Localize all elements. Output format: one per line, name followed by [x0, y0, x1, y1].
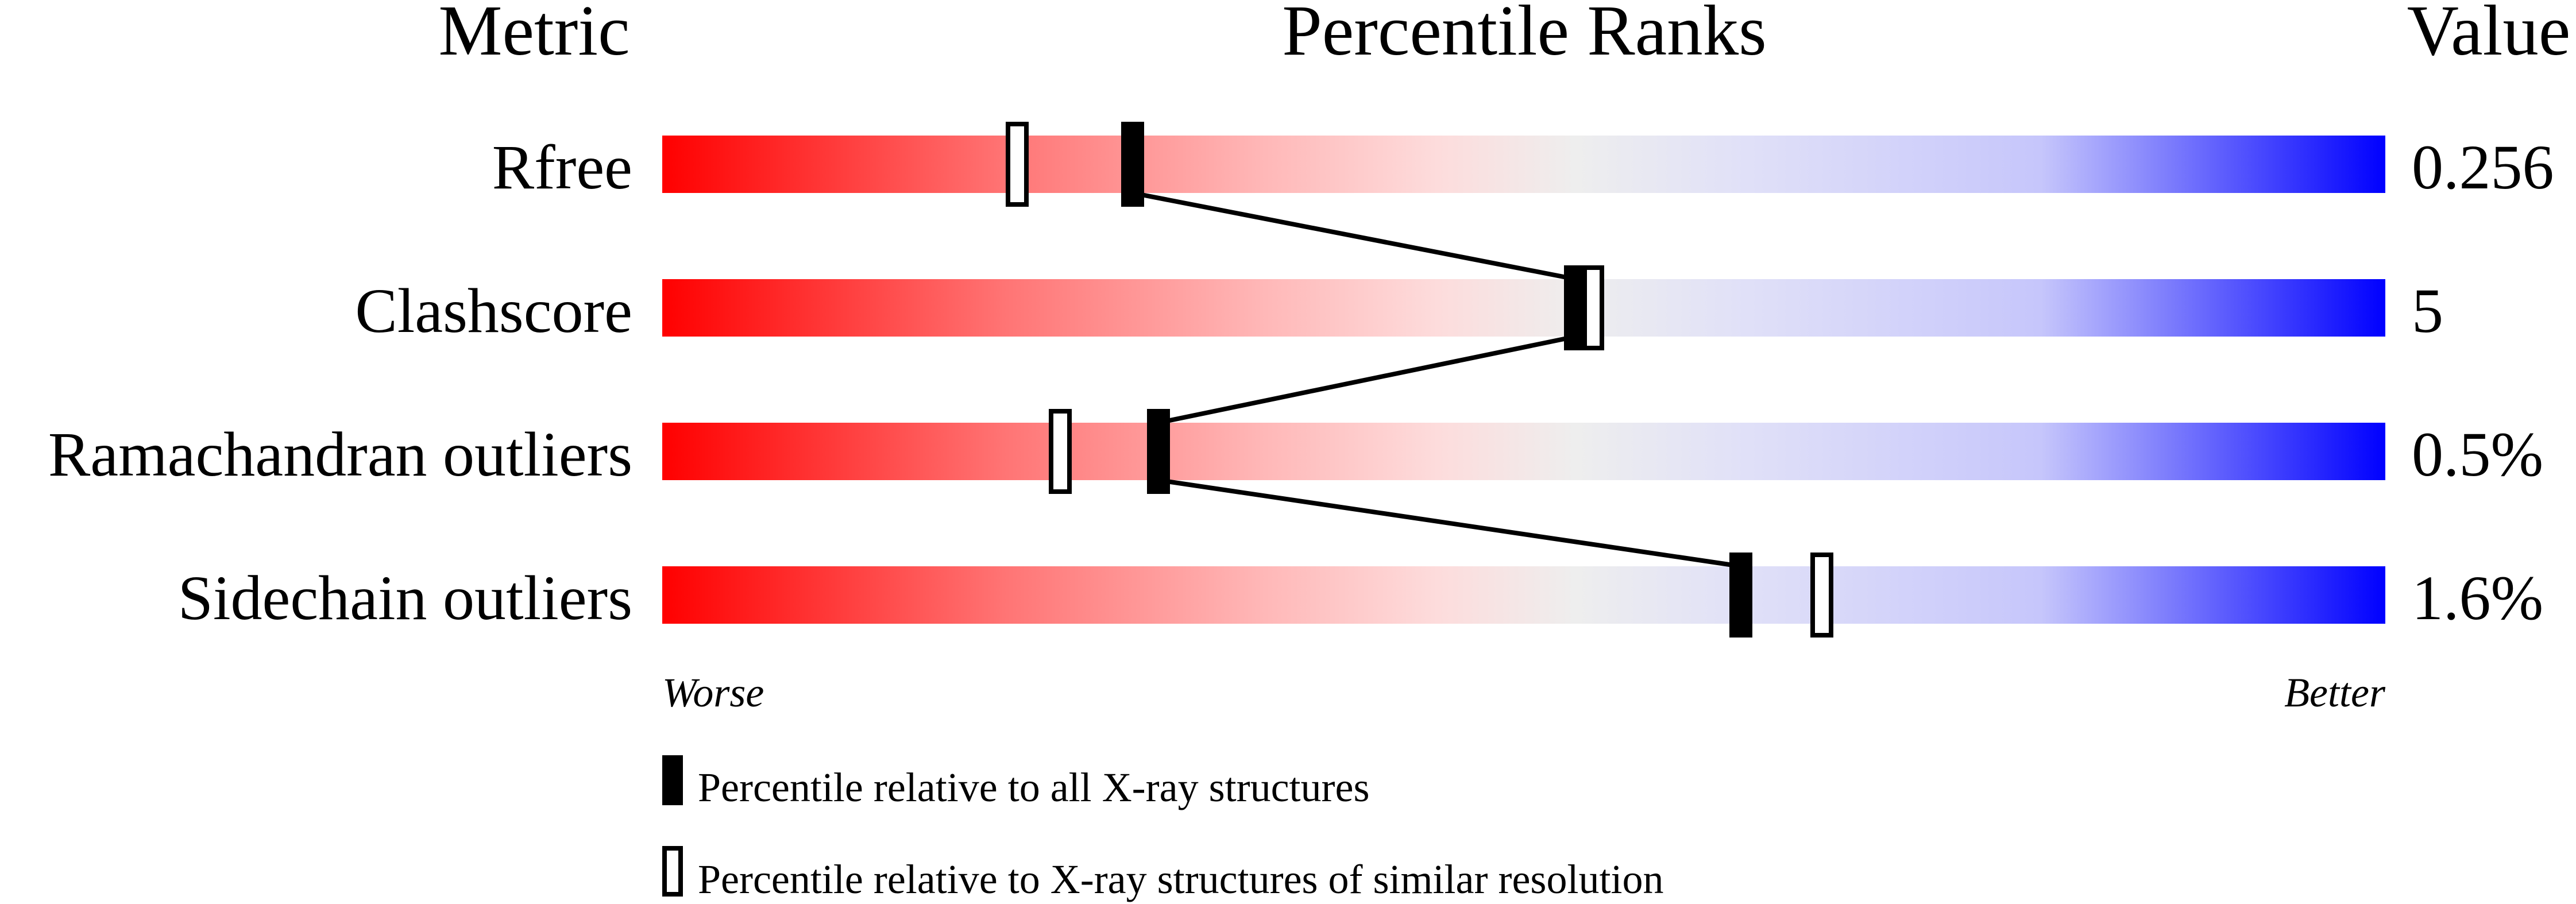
- header-value: Value: [2407, 0, 2571, 71]
- legend-open-label: Percentile relative to X-ray structures …: [698, 856, 1663, 902]
- marker-similar-resolution: [1810, 553, 1833, 638]
- worse-label: Worse: [662, 670, 764, 716]
- legend-filled-marker: [662, 755, 683, 805]
- marker-all-structures: [1121, 122, 1144, 207]
- metric-value: 0.5%: [2412, 419, 2543, 489]
- legend-filled-label: Percentile relative to all X-ray structu…: [698, 764, 1370, 810]
- percentile-bar: [662, 136, 2385, 193]
- marker-all-structures: [1147, 409, 1170, 494]
- metric-value: 0.256: [2412, 132, 2554, 202]
- metric-value: 1.6%: [2412, 563, 2543, 633]
- marker-similar-resolution: [1006, 122, 1029, 207]
- marker-similar-resolution: [1049, 409, 1072, 494]
- legend-open-marker: [662, 846, 683, 897]
- percentile-bar: [662, 566, 2385, 624]
- metric-label: Rfree: [492, 132, 632, 202]
- metric-label: Ramachandran outliers: [48, 419, 632, 489]
- connector-line: [1158, 478, 1741, 569]
- connector-line: [1158, 334, 1576, 425]
- metric-value: 5: [2412, 276, 2443, 346]
- header-metric: Metric: [438, 0, 629, 71]
- connector-line: [1132, 191, 1576, 281]
- marker-all-structures: [1564, 265, 1587, 350]
- metric-label: Sidechain outliers: [178, 563, 632, 633]
- metric-label: Clashscore: [355, 276, 632, 346]
- header-percentile-ranks: Percentile Ranks: [1282, 0, 1767, 71]
- marker-all-structures: [1729, 553, 1752, 638]
- percentile-bar: [662, 423, 2385, 480]
- better-label: Better: [2284, 670, 2386, 716]
- percentile-bar: [662, 279, 2385, 337]
